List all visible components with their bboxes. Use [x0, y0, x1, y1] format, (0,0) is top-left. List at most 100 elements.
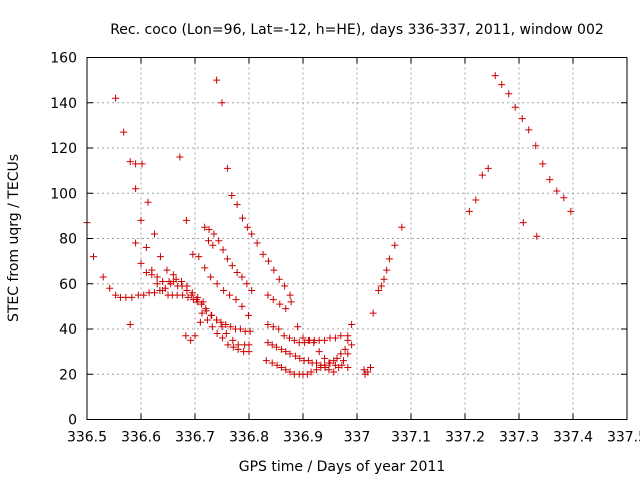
data-point — [287, 298, 295, 306]
data-point — [269, 323, 277, 331]
data-point — [153, 273, 161, 281]
data-point — [317, 361, 325, 369]
data-point — [344, 332, 352, 340]
data-point — [511, 103, 519, 111]
y-tick-label: 100 — [50, 186, 77, 202]
data-point — [264, 320, 272, 328]
data-point — [301, 339, 309, 347]
data-point — [151, 230, 158, 238]
data-point — [264, 339, 272, 347]
data-point — [369, 309, 377, 317]
data-point — [282, 366, 290, 374]
data-point — [223, 164, 231, 172]
data-point — [377, 282, 385, 290]
data-point — [182, 332, 190, 340]
data-point — [187, 336, 195, 344]
data-point — [539, 160, 547, 168]
data-point — [313, 366, 320, 374]
data-point — [296, 354, 304, 362]
data-point — [294, 323, 302, 331]
data-point — [219, 246, 227, 254]
data-point — [244, 311, 252, 319]
data-point — [341, 345, 349, 353]
data-point — [112, 291, 120, 299]
x-tick-label: 336.7 — [175, 430, 215, 446]
data-point — [281, 282, 289, 290]
data-point — [321, 354, 329, 362]
x-tick-labels: 336.5 336.6 336.7 336.8 336.9 337 337.1 337.2 33… — [67, 430, 640, 446]
data-point — [505, 90, 513, 98]
data-point — [337, 350, 345, 358]
data-point — [126, 158, 134, 166]
data-point — [137, 216, 145, 224]
data-point — [315, 348, 323, 356]
data-point — [142, 268, 150, 276]
data-point — [375, 287, 383, 295]
x-tick-label: 336.8 — [229, 430, 269, 446]
data-point — [270, 266, 278, 274]
data-point — [331, 334, 339, 342]
data-point — [304, 357, 312, 365]
data-point — [128, 293, 136, 301]
data-point — [303, 370, 311, 378]
data-point — [383, 266, 391, 274]
data-point — [138, 160, 146, 168]
y-tick-label: 0 — [68, 413, 77, 429]
data-point — [228, 192, 236, 200]
data-point — [291, 352, 299, 360]
data-point — [239, 214, 247, 222]
data-point — [360, 366, 368, 374]
data-point — [132, 239, 140, 247]
x-tick-label: 337 — [344, 430, 371, 446]
data-point — [243, 223, 251, 231]
x-tick-label: 337.2 — [445, 430, 485, 446]
data-point — [380, 275, 388, 283]
data-point — [153, 280, 161, 288]
data-point — [210, 230, 218, 238]
data-point — [290, 336, 298, 344]
y-tick-label: 20 — [59, 367, 77, 383]
data-point — [546, 176, 554, 184]
data-point — [398, 223, 406, 231]
data-point — [106, 284, 114, 292]
data-point — [159, 277, 167, 285]
data-point — [333, 354, 341, 362]
data-point — [112, 94, 120, 102]
data-point — [310, 339, 318, 347]
data-point — [89, 253, 97, 261]
data-point — [132, 185, 140, 193]
data-point — [282, 305, 290, 313]
data-point — [268, 341, 276, 349]
data-point — [236, 325, 244, 333]
data-point — [226, 291, 234, 299]
data-point — [218, 323, 226, 331]
data-point — [248, 287, 256, 295]
data-point — [209, 241, 217, 249]
data-point — [238, 302, 246, 310]
data-point — [484, 164, 492, 172]
data-point — [205, 225, 213, 233]
data-point — [253, 239, 261, 247]
data-point — [159, 287, 167, 295]
data-point — [326, 359, 334, 367]
data-points — [83, 72, 575, 378]
data-point — [203, 316, 211, 324]
data-point — [273, 343, 281, 351]
data-point — [277, 363, 285, 371]
data-point — [183, 287, 191, 295]
y-tick-label: 40 — [59, 322, 77, 338]
data-point — [275, 275, 283, 283]
data-point — [233, 201, 241, 209]
data-point — [213, 280, 221, 288]
data-point — [148, 271, 156, 279]
data-point — [331, 361, 339, 369]
x-axis-label: GPS time / Days of year 2011 — [239, 459, 446, 475]
data-point — [321, 363, 329, 371]
data-point — [178, 277, 185, 285]
data-point — [205, 237, 212, 245]
data-point — [340, 357, 347, 365]
data-point — [385, 255, 393, 263]
data-point — [132, 160, 140, 168]
data-point — [223, 255, 231, 263]
data-point — [169, 271, 177, 279]
